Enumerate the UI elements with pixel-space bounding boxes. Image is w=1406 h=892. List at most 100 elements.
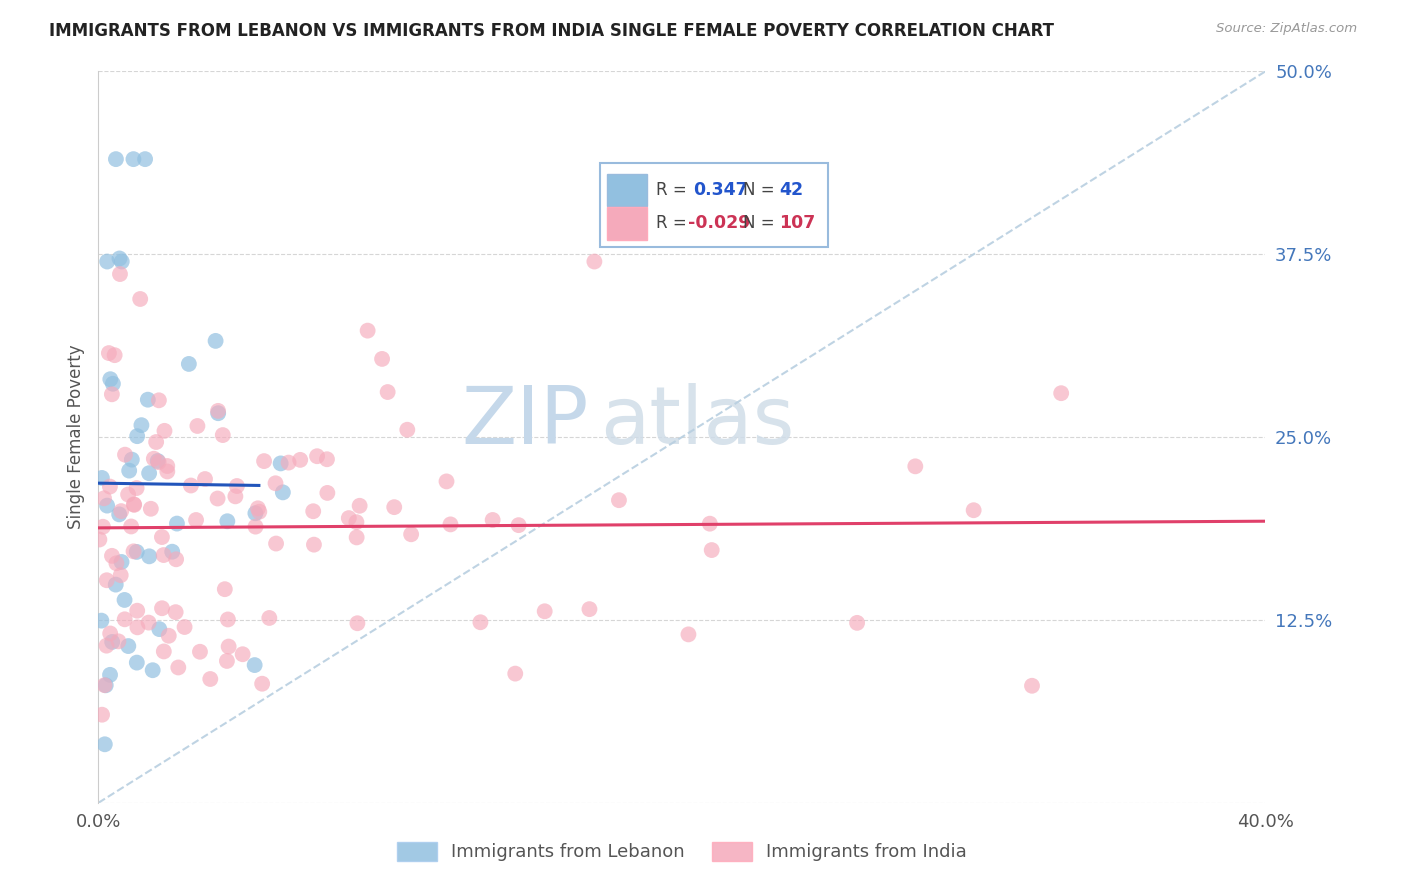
Point (211, 428, 233, 442)
Point (108, 252, 131, 266)
Point (180, 478, 202, 492)
Point (125, 545, 148, 559)
Text: IMMIGRANTS FROM LEBANON VS IMMIGRANTS FROM INDIA SINGLE FEMALE POVERTY CORRELATI: IMMIGRANTS FROM LEBANON VS IMMIGRANTS FR… (49, 22, 1054, 40)
Text: 0.347: 0.347 (693, 181, 748, 199)
Point (91, 520, 114, 534)
Point (1021, 679, 1043, 693)
Point (138, 549, 160, 564)
Point (96, 574, 118, 588)
Point (93, 678, 115, 692)
Point (152, 548, 174, 562)
Point (194, 472, 217, 486)
Point (127, 429, 149, 443)
Point (138, 466, 160, 480)
Point (349, 499, 371, 513)
Point (136, 392, 159, 407)
Point (101, 635, 124, 649)
Point (307, 449, 329, 463)
Point (91, 707, 114, 722)
Point (111, 254, 134, 268)
Point (399, 527, 422, 541)
Point (122, 498, 145, 512)
Point (264, 536, 287, 550)
Legend: Immigrants from Lebanon, Immigrants from India: Immigrants from Lebanon, Immigrants from… (389, 835, 974, 869)
Point (316, 486, 339, 500)
Point (131, 418, 153, 433)
Point (904, 459, 927, 474)
Point (101, 549, 124, 563)
Point (607, 493, 630, 508)
Point (396, 423, 419, 437)
Point (481, 513, 503, 527)
Point (153, 424, 176, 438)
Point (439, 517, 461, 532)
Point (302, 504, 325, 518)
Point (117, 487, 139, 501)
Point (217, 612, 239, 626)
Point (129, 292, 152, 306)
Point (114, 593, 136, 607)
Text: -0.029: -0.029 (688, 214, 751, 233)
Point (150, 530, 173, 544)
Point (108, 508, 131, 522)
Point (200, 672, 222, 686)
Point (98, 626, 121, 640)
Point (117, 639, 139, 653)
Point (122, 152, 145, 166)
Point (302, 538, 325, 552)
Point (436, 475, 458, 489)
Point (160, 545, 183, 559)
Point (270, 457, 292, 471)
Point (356, 324, 378, 338)
Point (142, 663, 165, 677)
Point (700, 543, 723, 558)
Point (337, 511, 360, 525)
Point (184, 513, 207, 527)
Point (214, 582, 236, 597)
Point (89, 533, 111, 547)
Point (127, 604, 149, 618)
Point (101, 376, 124, 391)
Point (145, 435, 167, 450)
Point (104, 348, 127, 362)
Point (215, 654, 238, 668)
Point (114, 448, 136, 462)
FancyBboxPatch shape (600, 163, 828, 247)
Point (134, 152, 156, 166)
Point (94, 678, 117, 692)
Point (503, 666, 526, 681)
Point (165, 552, 187, 566)
Point (148, 393, 170, 408)
Point (243, 658, 266, 673)
Point (110, 504, 132, 518)
Text: 107: 107 (779, 214, 815, 233)
Point (271, 485, 294, 500)
Point (104, 577, 127, 591)
Text: R =: R = (657, 214, 688, 233)
Text: N =: N = (742, 214, 775, 233)
Point (253, 454, 276, 468)
Point (533, 604, 555, 618)
Point (110, 555, 132, 569)
Point (107, 634, 129, 648)
Point (90, 471, 112, 485)
Point (232, 647, 254, 661)
Point (962, 503, 984, 517)
Point (122, 544, 145, 558)
Point (148, 455, 170, 469)
Point (120, 519, 142, 533)
Point (204, 334, 226, 348)
Point (96, 639, 118, 653)
Point (157, 629, 180, 643)
Point (699, 516, 721, 531)
Point (98, 668, 121, 682)
Point (122, 497, 145, 511)
Point (166, 516, 188, 531)
Point (114, 612, 136, 626)
Point (96, 499, 118, 513)
Point (344, 515, 367, 529)
Point (246, 501, 269, 516)
Point (98, 372, 121, 386)
Point (139, 501, 162, 516)
Point (678, 627, 700, 641)
